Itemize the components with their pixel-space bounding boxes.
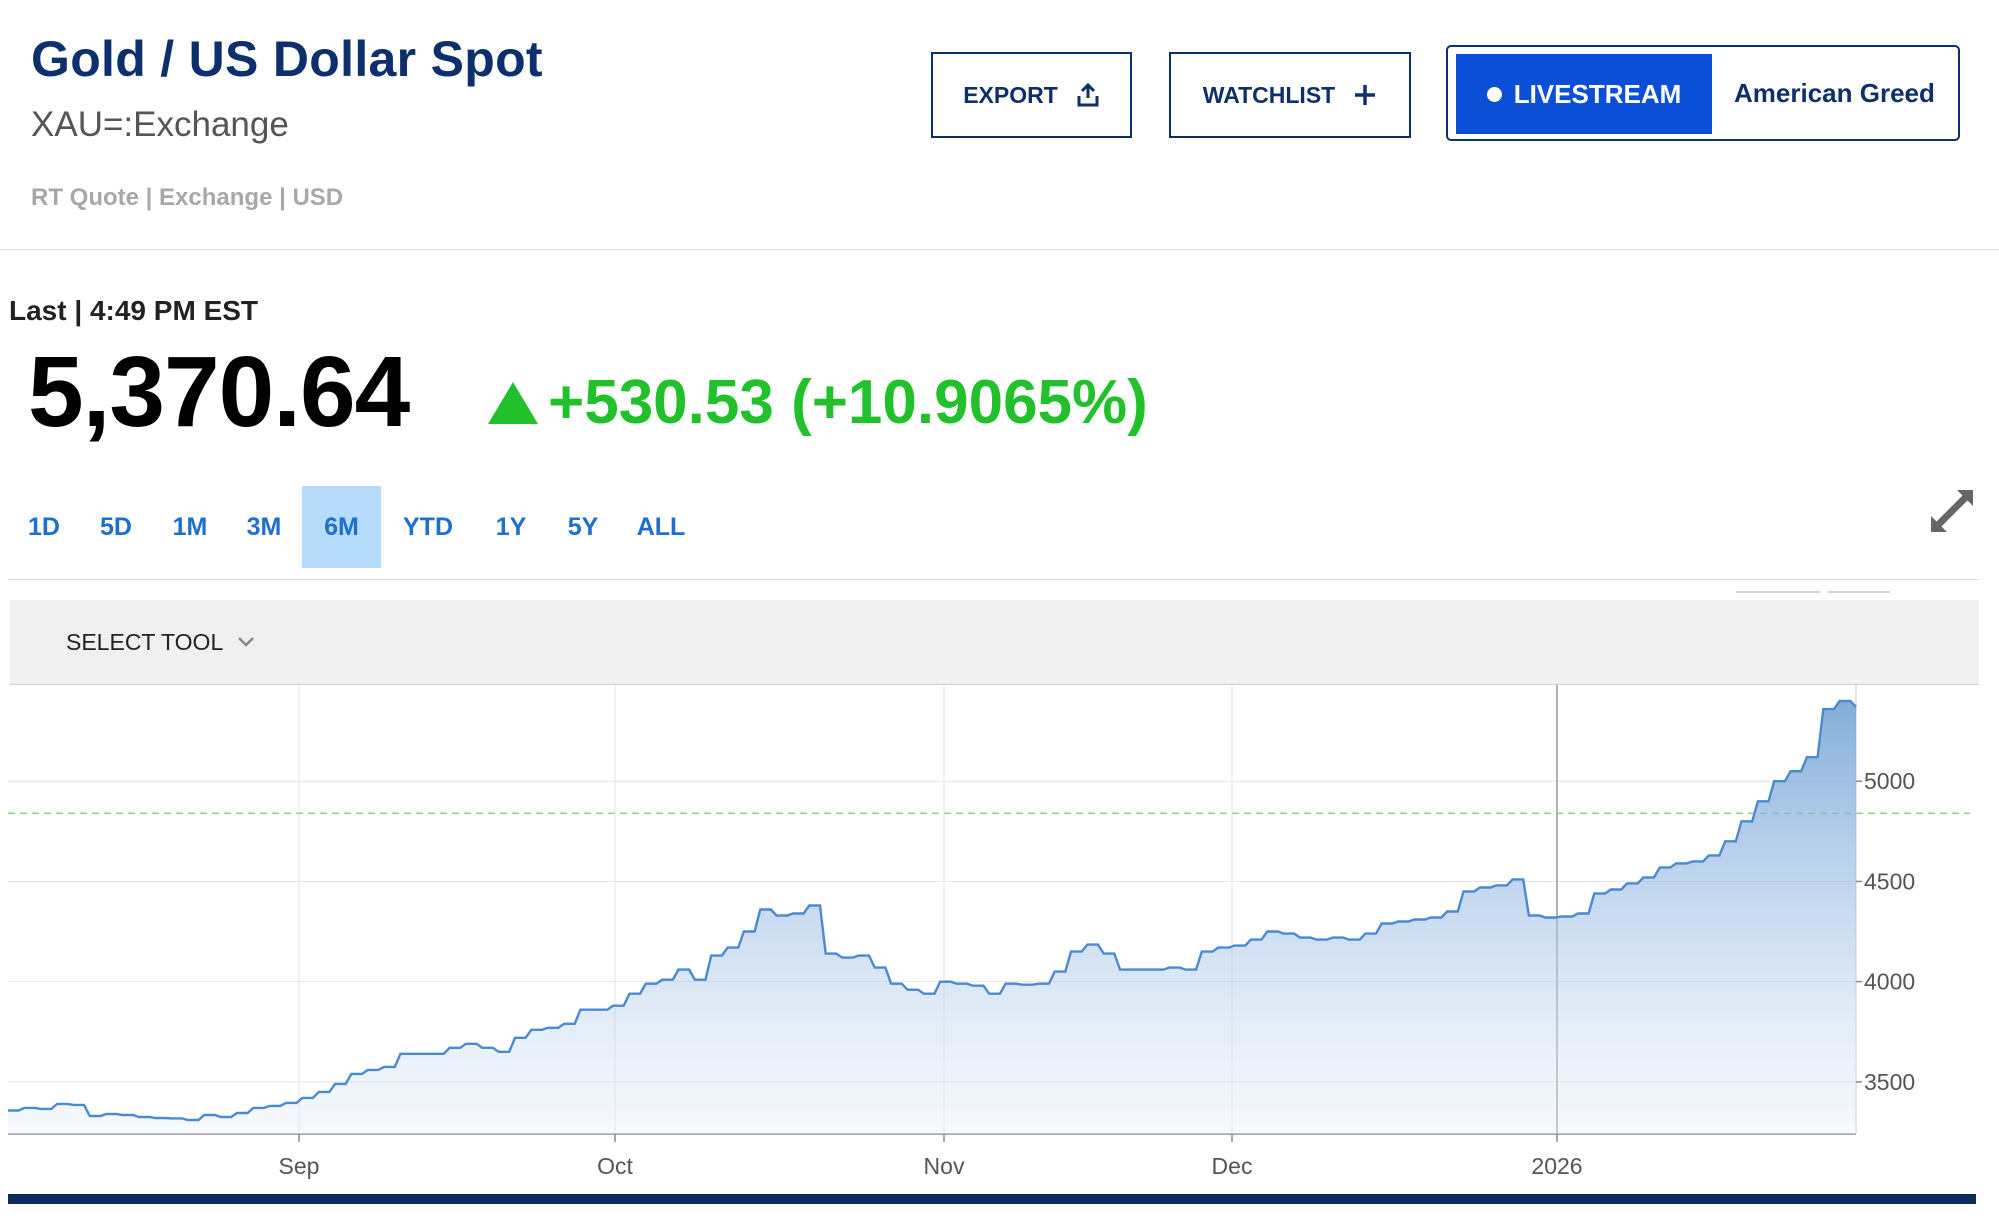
range-tab-1d[interactable]: 1D — [28, 512, 60, 541]
livestream-button[interactable]: LIVESTREAM — [1456, 54, 1712, 134]
header-divider — [0, 249, 1999, 250]
dot-icon — [1486, 86, 1502, 102]
range-divider — [8, 579, 1979, 580]
range-tab-5d[interactable]: 5D — [100, 512, 132, 541]
y-tick-label: 3500 — [1864, 1069, 1915, 1095]
export-label: EXPORT — [963, 81, 1058, 108]
price-change-value: +530.53 (+10.9065%) — [548, 368, 1148, 437]
watchlist-button[interactable]: WATCHLIST — [1169, 52, 1411, 138]
chart-toolbar: SELECT TOOL — [10, 600, 1979, 685]
page-title: Gold / US Dollar Spot — [31, 31, 543, 87]
price-chart[interactable]: 3500 4000 4500 5000 Sep Oct Nov Dec 2026 — [0, 685, 1999, 1205]
x-tick-label: Dec — [1212, 1153, 1253, 1179]
last-price: 5,370.64 — [28, 336, 410, 448]
chart-option-tab[interactable] — [1828, 591, 1890, 593]
x-tick-label: Sep — [279, 1153, 320, 1179]
range-tab-all[interactable]: ALL — [636, 512, 686, 541]
range-tab-ytd[interactable]: YTD — [403, 512, 453, 541]
range-selector: 1D 5D 1M 3M 6M YTD 1Y 5Y ALL — [10, 486, 703, 568]
livestream-show-link[interactable]: American Greed — [1734, 77, 1935, 108]
bottom-bar — [8, 1194, 1976, 1204]
price-change: +530.53 (+10.9065%) — [488, 372, 1148, 434]
share-upload-icon — [1077, 82, 1099, 107]
x-tick-label: Nov — [924, 1153, 965, 1179]
last-trade-time: Last | 4:49 PM EST — [9, 295, 259, 326]
livestream-widget: LIVESTREAM American Greed — [1446, 45, 1960, 141]
plus-icon — [1355, 85, 1376, 105]
price-line — [8, 699, 1857, 1122]
select-tool-label: SELECT TOOL — [66, 628, 224, 655]
x-tick-label: Oct — [597, 1153, 633, 1179]
chevron-down-icon — [238, 637, 255, 647]
range-tab-5y[interactable]: 5Y — [567, 512, 599, 541]
up-arrow-icon — [488, 382, 538, 424]
quote-meta: RT Quote | Exchange | USD — [31, 184, 344, 211]
range-tab-6m[interactable]: 6M — [302, 486, 381, 568]
x-tick-label: 2026 — [1531, 1153, 1582, 1179]
range-tab-1m[interactable]: 1M — [172, 512, 208, 541]
watchlist-label: WATCHLIST — [1202, 81, 1336, 108]
range-tab-3m[interactable]: 3M — [246, 512, 282, 541]
export-button[interactable]: EXPORT — [931, 52, 1132, 138]
price-area — [8, 701, 1856, 1134]
chart-option-tab[interactable] — [1736, 591, 1820, 593]
symbol-label: XAU=:Exchange — [31, 105, 289, 144]
livestream-label: LIVESTREAM — [1513, 78, 1682, 109]
y-tick-label: 5000 — [1864, 768, 1915, 794]
y-tick-label: 4500 — [1864, 868, 1915, 894]
y-tick-label: 4000 — [1864, 969, 1915, 995]
select-tool-dropdown[interactable]: SELECT TOOL — [66, 600, 255, 684]
range-tab-1y[interactable]: 1Y — [495, 512, 527, 541]
expand-arrows-icon[interactable] — [1925, 484, 1979, 538]
